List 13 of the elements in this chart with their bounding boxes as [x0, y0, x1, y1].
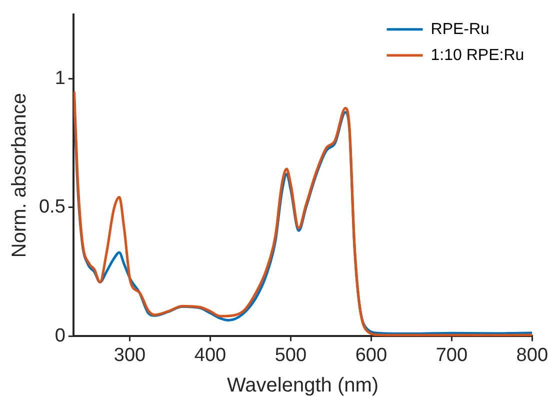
x-tick-label: 400: [194, 344, 226, 366]
x-axis-title: Wavelength (nm): [227, 374, 379, 397]
x-tick-label: 600: [355, 344, 388, 366]
x-tick-label: 500: [274, 344, 307, 366]
y-tick-label: 0: [54, 325, 66, 346]
x-tick-label: 300: [114, 344, 146, 366]
legend-label: 1:10 RPE:Ru: [430, 46, 524, 64]
y-tick-label: 1: [54, 68, 66, 89]
x-tick-label: 800: [516, 344, 548, 366]
x-tick-label: 700: [436, 344, 468, 366]
y-axis-title: Norm. absorbance: [8, 93, 31, 258]
legend-label: RPE-Ru: [430, 20, 490, 38]
y-tick-label: 0.5: [38, 196, 66, 218]
